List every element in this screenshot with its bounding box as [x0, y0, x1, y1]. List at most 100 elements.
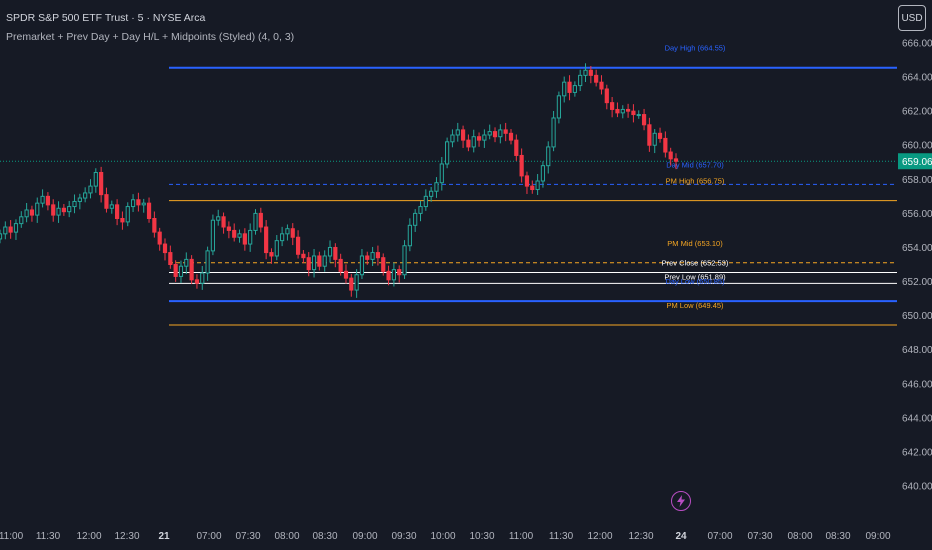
symbol-title[interactable]: SPDR S&P 500 ETF Trust · 5 · NYSE Arca	[6, 12, 206, 24]
last-price-badge	[898, 153, 932, 170]
candle-up	[556, 95, 561, 119]
candle-up	[125, 206, 130, 223]
candle-down	[625, 108, 631, 112]
candle-up	[40, 195, 45, 204]
candle-up	[109, 204, 114, 209]
candle-down	[51, 204, 56, 216]
price-tick-label: 664.00	[902, 73, 932, 84]
candle-down	[343, 270, 349, 279]
candle-up	[423, 195, 428, 208]
time-tick-label: 08:00	[274, 531, 299, 542]
candle-up	[551, 117, 556, 148]
candle-up	[13, 223, 19, 233]
candle-down	[397, 269, 402, 276]
price-tick-label: 662.00	[902, 107, 932, 118]
time-tick-label: 09:00	[352, 531, 377, 542]
candle-up	[418, 206, 423, 214]
time-tick-label: 21	[158, 531, 170, 542]
price-tick-label: 660.00	[902, 141, 932, 152]
candle-down	[375, 252, 381, 259]
candle-up	[407, 224, 412, 247]
candle-down	[269, 252, 274, 257]
candle-down	[663, 137, 668, 153]
candle-down	[221, 216, 226, 228]
candle-up	[402, 245, 407, 276]
candle-down	[333, 246, 338, 260]
candle-up	[311, 255, 317, 271]
candle-down	[503, 129, 508, 134]
indicator-legend[interactable]: Premarket + Prev Day + Day H/L + Midpoin…	[6, 31, 295, 43]
candle-down	[194, 279, 200, 284]
candle-down	[610, 102, 615, 110]
candle-up	[620, 108, 625, 114]
time-tick-label: 09:00	[865, 531, 890, 542]
candle-up	[83, 192, 88, 199]
candle-up	[88, 185, 93, 194]
candle-down	[476, 136, 482, 141]
candle-down	[604, 88, 609, 104]
price-tick-label: 642.00	[902, 447, 932, 458]
candle-up	[56, 207, 61, 216]
candle-up	[391, 269, 396, 281]
candle-down	[381, 257, 386, 272]
candle-down	[152, 217, 157, 233]
candle-down	[157, 231, 162, 245]
candle-down	[657, 132, 663, 139]
price-tick-label: 658.00	[902, 175, 932, 186]
candle-up	[77, 197, 82, 202]
candle-down	[567, 81, 572, 93]
time-tick-label: 10:30	[469, 531, 494, 542]
candle-up	[200, 272, 205, 284]
price-tick-label: 666.00	[902, 39, 932, 50]
candle-down	[466, 139, 471, 148]
time-tick-label: 12:00	[76, 531, 101, 542]
time-tick-label: 08:30	[825, 531, 850, 542]
candle-down	[338, 258, 343, 272]
candle-up	[205, 250, 210, 274]
price-tick-label: 654.00	[902, 243, 932, 254]
candle-down	[173, 264, 178, 277]
candle-down	[631, 110, 636, 116]
lightning-alert-icon[interactable]	[671, 491, 691, 511]
price-tick-label: 652.00	[902, 277, 932, 288]
candle-down	[258, 212, 263, 228]
candle-up	[455, 129, 460, 136]
time-tick-label: 07:30	[235, 531, 260, 542]
time-tick-label: 12:00	[587, 531, 612, 542]
time-tick-label: 10:00	[430, 531, 455, 542]
candle-up	[540, 165, 546, 182]
candle-down	[530, 185, 535, 191]
candle-down	[162, 243, 168, 254]
level-label: Day Mid (657.70)	[666, 160, 724, 169]
candle-up	[562, 81, 567, 97]
candle-down	[514, 139, 519, 156]
time-axis[interactable]: 11:00 11:30 12:00 12:30 21 07:00 07:30 08:00 08:…	[0, 531, 891, 542]
candle-up	[210, 219, 216, 252]
time-tick-label: 08:00	[787, 531, 812, 542]
candle-down	[668, 151, 673, 160]
candle-down	[146, 202, 152, 219]
candle-up	[652, 132, 657, 146]
candle-up	[285, 228, 290, 235]
level-lines: Day High (664.55) Day Mid (657.70) PM High…	[0, 44, 897, 326]
candle-down	[301, 253, 306, 259]
candle-up	[237, 233, 242, 238]
candle-down	[242, 233, 247, 245]
price-tick-label: 644.00	[902, 413, 932, 424]
price-axis[interactable]: 640.00 642.00 644.00 646.00 648.00 650.00 652.…	[898, 39, 932, 493]
candle-up	[280, 233, 285, 242]
level-label: Day High (664.55)	[665, 44, 726, 53]
candle-up	[178, 265, 184, 277]
candle-up	[19, 216, 24, 225]
candle-down	[136, 199, 141, 206]
level-label: PM Low (649.45)	[666, 301, 724, 310]
price-tick-label: 648.00	[902, 345, 932, 356]
currency-button[interactable]: USD	[898, 5, 926, 31]
time-tick-label: 07:00	[196, 531, 221, 542]
candle-down	[61, 207, 66, 213]
candle-up	[67, 206, 72, 213]
candle-up	[72, 200, 77, 208]
time-tick-label: 08:30	[312, 531, 337, 542]
